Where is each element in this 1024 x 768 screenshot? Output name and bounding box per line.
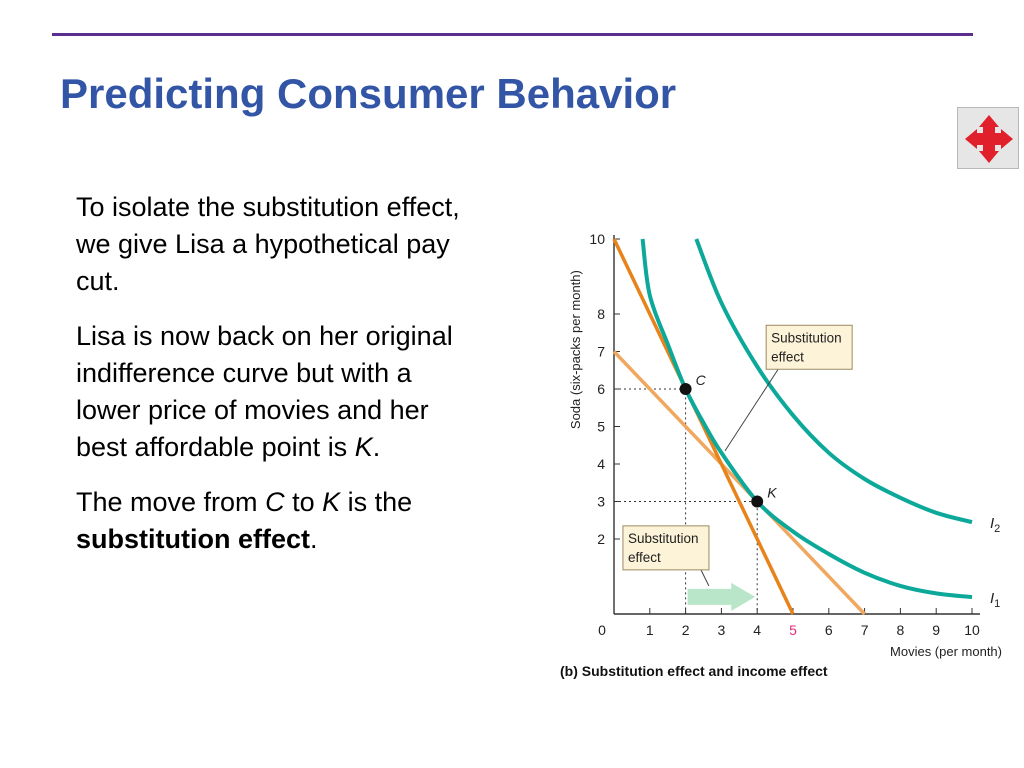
series-I2 <box>694 238 973 525</box>
x-tick-label-8: 8 <box>897 622 905 638</box>
title-rule <box>52 33 973 36</box>
series-label-sub-I1: 1 <box>994 598 1000 610</box>
point-label-K: K <box>767 485 777 501</box>
paragraph-1-text: To isolate the substitution effect, we g… <box>76 192 460 296</box>
annotations: Substitution effect Substitution effect <box>622 324 853 611</box>
y-tick-label-6: 6 <box>597 381 605 397</box>
point-c-ref: C <box>265 487 285 517</box>
point-C <box>679 383 692 395</box>
paragraph-2: Lisa is now back on her original indiffe… <box>76 318 476 466</box>
paragraph-2-text: Lisa is now back on her original indiffe… <box>76 321 453 462</box>
paragraph-3-end: . <box>310 524 318 554</box>
x-tick-label-3: 3 <box>718 622 726 638</box>
axes: 1 2 3 4 5 6 7 8 9 10 2 3 4 5 6 7 8 10 0 Movies (per month) S… <box>560 231 1002 679</box>
paragraph-3-is-the: is the <box>340 487 413 517</box>
annotation-pointer-1 <box>724 368 779 452</box>
annotation-pointer-2 <box>700 569 710 587</box>
paragraph-3: The move from C to K is the substitution… <box>76 484 476 558</box>
point-K <box>751 495 764 508</box>
paragraph-3-to: to <box>284 487 323 517</box>
y-tick-label-10: 10 <box>589 231 605 247</box>
y-tick-label-5: 5 <box>597 419 605 435</box>
x-tick-label-4: 4 <box>753 622 761 638</box>
x-tick-label-2: 2 <box>682 622 690 638</box>
y-axis-label: Soda (six-packs per month) <box>568 270 583 429</box>
navigation-button[interactable] <box>957 107 1019 169</box>
y-tick-label-8: 8 <box>597 306 605 322</box>
paragraph-2-end: . <box>372 432 381 462</box>
series-label-sub-I2: 2 <box>994 523 1000 535</box>
y-tick-label-3: 3 <box>597 494 605 510</box>
chart-title: (b) Substitution effect and income effec… <box>560 663 828 679</box>
annotation-box-2 <box>622 525 710 571</box>
points: CK <box>679 372 777 508</box>
slide-title: Predicting Consumer Behavior <box>60 70 677 117</box>
body-text: To isolate the substitution effect, we g… <box>76 189 476 576</box>
x-tick-label-5: 5 <box>789 622 797 638</box>
point-k-ref: K <box>354 432 373 462</box>
y-tick-label-7: 7 <box>597 344 605 360</box>
point-label-C: C <box>696 372 707 388</box>
substitution-effect-term: substitution effect <box>76 524 310 554</box>
annotation-text-2-1: Substitution <box>628 531 699 546</box>
point-k-ref-2: K <box>322 487 341 517</box>
x-tick-label-6: 6 <box>825 622 833 638</box>
series-label-I1: I1 <box>990 590 1000 610</box>
annotation-text-2-2: effect <box>628 550 661 565</box>
x-tick-label-9: 9 <box>932 622 940 638</box>
substitution-arrow <box>687 582 756 611</box>
series-label-I2: I2 <box>990 515 1000 535</box>
x-tick-label-10: 10 <box>964 622 980 638</box>
paragraph-1: To isolate the substitution effect, we g… <box>76 189 476 300</box>
x-tick-label-7: 7 <box>861 622 869 638</box>
annotation-text-1-2: effect <box>771 349 804 364</box>
x-axis-label: Movies (per month) <box>890 644 1002 659</box>
four-arrow-move-icon <box>965 115 1013 163</box>
paragraph-3-text: The move from <box>76 487 266 517</box>
annotation-box-1 <box>765 324 853 370</box>
origin-label: 0 <box>598 622 606 638</box>
annotation-text-1-1: Substitution <box>771 330 842 345</box>
x-tick-label-1: 1 <box>646 622 654 638</box>
series-budget-original <box>612 350 866 616</box>
y-tick-label-4: 4 <box>597 456 605 472</box>
y-tick-label-2: 2 <box>597 531 605 547</box>
